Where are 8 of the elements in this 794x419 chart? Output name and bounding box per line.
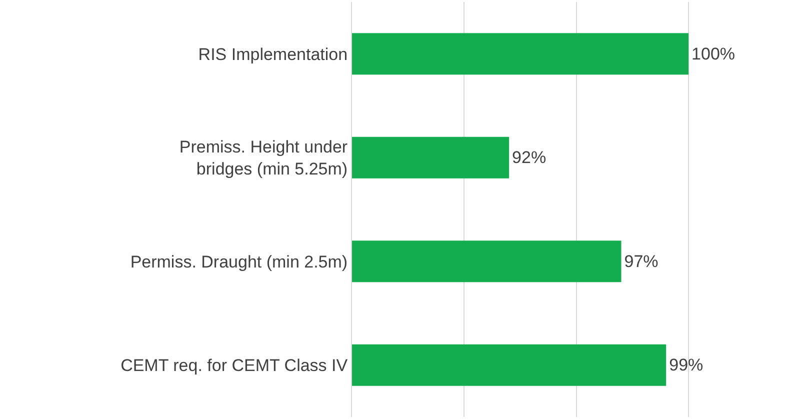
y-tick-label: Premiss. Height under bridges (min 5.25m) <box>179 138 348 179</box>
y-tick-label: Permiss. Draught (min 2.5m) <box>130 252 348 272</box>
data-label: 97% <box>624 252 658 271</box>
data-label: 99% <box>669 356 704 375</box>
y-tick-label: CEMT req. for CEMT Class IV <box>120 356 348 376</box>
y-tick-label: RIS Implementation <box>198 44 348 64</box>
data-label: 92% <box>512 148 546 168</box>
data-label: 100% <box>692 44 736 64</box>
